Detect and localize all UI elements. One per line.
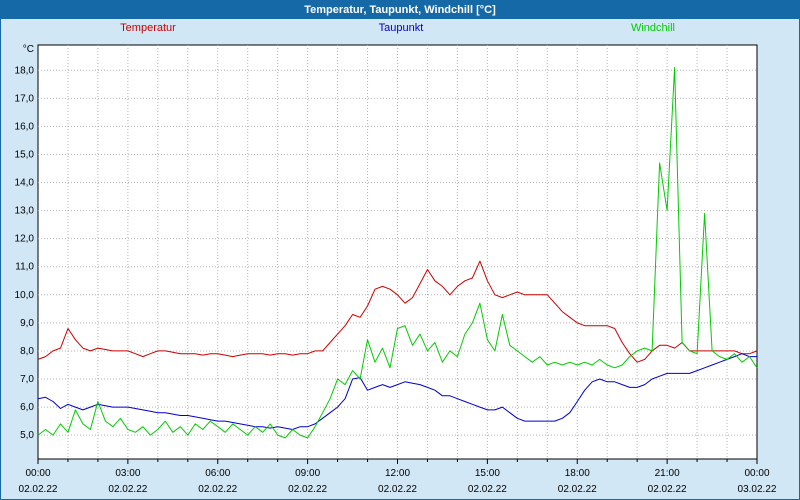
svg-text:10,0: 10,0 — [15, 290, 35, 301]
svg-text:03.02.22: 03.02.22 — [738, 484, 777, 495]
series-taupunkt — [37, 353, 757, 430]
svg-text:02.02.22: 02.02.22 — [378, 484, 417, 495]
svg-text:02.02.22: 02.02.22 — [558, 484, 597, 495]
svg-text:03:00: 03:00 — [115, 468, 140, 479]
legend-item-windchill: Windchill — [630, 22, 675, 34]
window-title: Temperatur, Taupunkt, Windchill [°C] — [304, 4, 496, 16]
svg-text:12:00: 12:00 — [385, 468, 410, 479]
svg-text:18:00: 18:00 — [565, 468, 590, 479]
svg-text:21:00: 21:00 — [655, 468, 680, 479]
chart-canvas: °C 18,0 17,0 16,0 15,0 14,0 13,0 12,0 11,0 10,0 9,… — [15, 44, 777, 495]
legend-item-temperatur: Temperatur — [120, 22, 176, 34]
svg-text:11,0: 11,0 — [15, 262, 34, 273]
series-temperatur — [37, 260, 758, 363]
svg-text:15:00: 15:00 — [475, 468, 500, 479]
svg-text:02.02.22: 02.02.22 — [198, 484, 237, 495]
svg-text:02.02.22: 02.02.22 — [468, 484, 507, 495]
svg-text:02.02.22: 02.02.22 — [108, 484, 147, 495]
grid-lines — [38, 45, 757, 459]
svg-text:17,0: 17,0 — [15, 93, 35, 104]
svg-text:12,0: 12,0 — [15, 234, 35, 245]
y-axis-labels: °C 18,0 17,0 16,0 15,0 14,0 13,0 12,0 11,0 10,0 9,… — [15, 44, 35, 441]
svg-text:02.02.22: 02.02.22 — [648, 484, 687, 495]
x-axis-ticks — [37, 459, 758, 464]
svg-text:8,0: 8,0 — [20, 346, 34, 357]
svg-text:13,0: 13,0 — [15, 206, 35, 217]
svg-text:6,0: 6,0 — [20, 402, 34, 413]
legend-item-taupunkt: Taupunkt — [378, 22, 424, 34]
x-axis-labels: 00:00 02.02.22 03:00 02.02.22 06:00 02.02.22 0… — [19, 468, 777, 495]
svg-text:9,0: 9,0 — [20, 318, 34, 329]
svg-text:00:00: 00:00 — [744, 468, 769, 479]
svg-text:14,0: 14,0 — [15, 178, 35, 189]
svg-text:00:00: 00:00 — [25, 468, 50, 479]
svg-text:02.02.22: 02.02.22 — [288, 484, 327, 495]
svg-text:18,0: 18,0 — [15, 65, 35, 76]
svg-text:06:00: 06:00 — [205, 468, 230, 479]
title-bar: Temperatur, Taupunkt, Windchill [°C] — [1, 1, 799, 19]
svg-text:16,0: 16,0 — [15, 121, 35, 132]
svg-text:02.02.22: 02.02.22 — [19, 484, 58, 495]
svg-text:5,0: 5,0 — [20, 430, 34, 441]
svg-text:15,0: 15,0 — [15, 149, 35, 160]
svg-text:°C: °C — [23, 44, 34, 55]
svg-text:7,0: 7,0 — [20, 374, 34, 385]
svg-text:09:00: 09:00 — [295, 468, 320, 479]
series-windchill — [37, 67, 758, 439]
